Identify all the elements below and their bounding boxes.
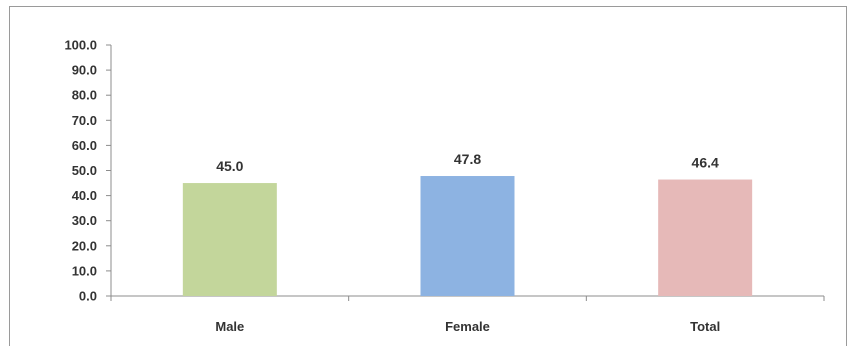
data-label-male: 45.0 (216, 158, 243, 174)
x-tick-label-male: Male (215, 319, 244, 334)
bar-male (183, 183, 277, 296)
y-tick-label: 60.0 (72, 138, 97, 153)
bar-female (421, 176, 515, 296)
y-tick-label: 90.0 (72, 63, 97, 78)
x-tick-label-female: Female (445, 319, 490, 334)
y-tick-label: 20.0 (72, 238, 97, 253)
data-labels: 45.0 47.8 46.4 (216, 151, 719, 174)
x-axis: Male Female Total (111, 296, 824, 334)
y-axis: 0.0 10.0 20.0 30.0 40.0 50.0 60.0 70.0 80.0 90.0 1… (64, 38, 111, 304)
y-tick-label: 10.0 (72, 263, 97, 278)
y-tick-label: 50.0 (72, 163, 97, 178)
data-label-total: 46.4 (692, 155, 719, 171)
y-tick-label: 0.0 (79, 289, 97, 304)
y-tick-label: 40.0 (72, 188, 97, 203)
y-tick-label: 30.0 (72, 213, 97, 228)
bars (183, 176, 752, 296)
x-tick-label-total: Total (690, 319, 720, 334)
bar-total (658, 180, 752, 296)
y-tick-label: 70.0 (72, 113, 97, 128)
y-tick-label: 100.0 (64, 38, 97, 53)
y-tick-label: 80.0 (72, 88, 97, 103)
data-label-female: 47.8 (454, 151, 481, 167)
